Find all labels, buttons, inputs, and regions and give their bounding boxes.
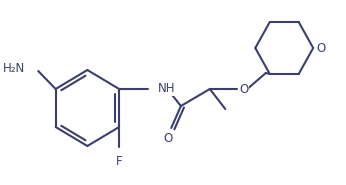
Text: F: F	[116, 155, 122, 168]
Text: H₂N: H₂N	[2, 61, 25, 75]
Text: NH: NH	[158, 82, 175, 95]
Text: O: O	[316, 41, 326, 55]
Text: O: O	[164, 132, 173, 144]
Text: O: O	[239, 83, 248, 95]
